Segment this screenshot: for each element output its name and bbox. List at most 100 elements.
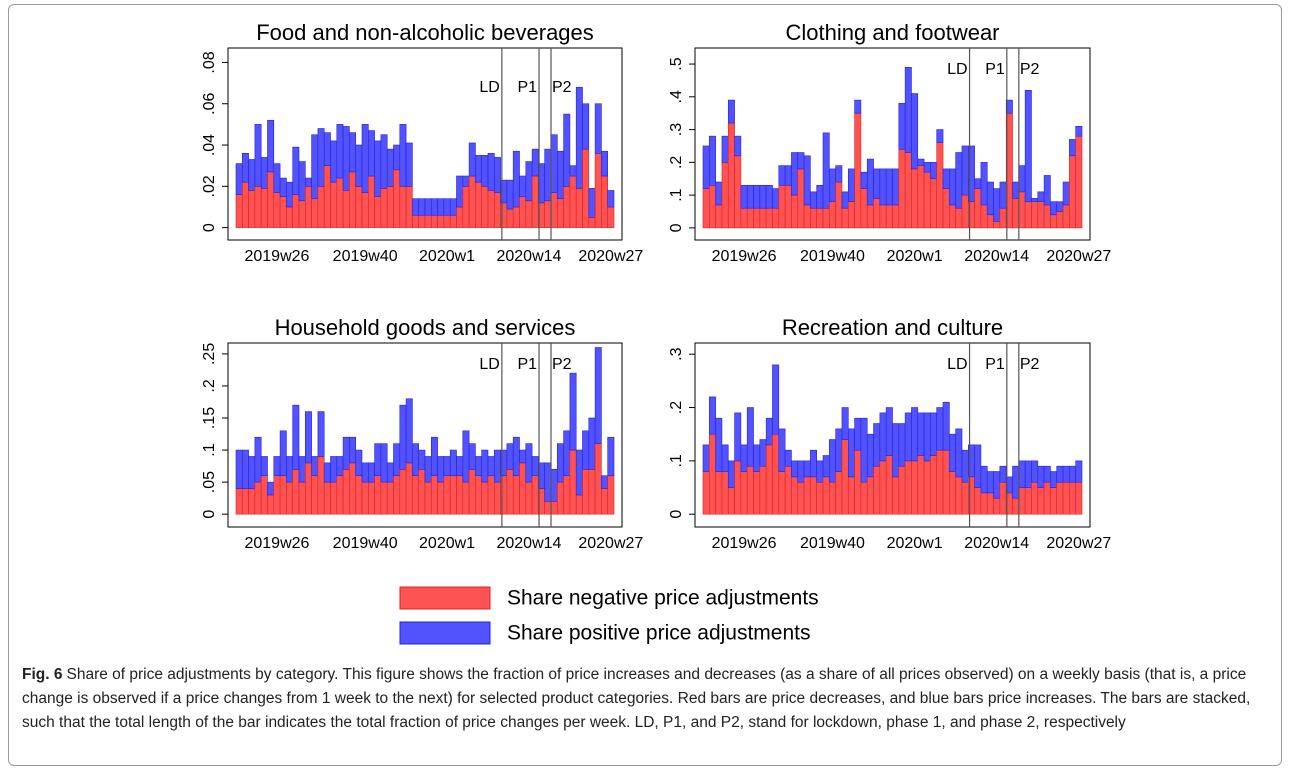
bar-segment — [866, 158, 874, 206]
bar-segment — [892, 476, 900, 515]
bar-segment — [980, 492, 988, 515]
plot-frame — [694, 47, 1091, 241]
bar-segment — [430, 475, 438, 515]
bar-segment — [575, 494, 583, 515]
bar-segment — [550, 192, 558, 228]
bar-segment — [1062, 204, 1070, 229]
bar-segment — [778, 471, 786, 515]
bar-segment — [854, 417, 862, 451]
bar-segment — [556, 443, 564, 483]
bar-segment — [594, 443, 602, 515]
bar-segment — [260, 456, 268, 477]
bar-segment — [582, 468, 590, 515]
bar-segment — [759, 439, 767, 467]
bar-segment — [810, 207, 818, 229]
y-tick-label: .02 — [201, 175, 218, 197]
bar-segment — [810, 449, 818, 478]
bar-segment — [765, 417, 773, 446]
bar-segment — [879, 204, 887, 229]
bar-segment — [380, 443, 388, 483]
bar-segment — [317, 186, 325, 228]
bar-segment — [374, 140, 382, 197]
bar-segment — [418, 468, 426, 515]
bar-segment — [481, 155, 489, 187]
event-label: LD — [947, 61, 967, 78]
bar-segment — [475, 181, 482, 228]
bar-segment — [380, 188, 388, 228]
x-tick-label: 2019w26 — [712, 535, 777, 552]
bar-segment — [829, 481, 836, 515]
bar-segment — [242, 152, 249, 183]
event-label: P2 — [1020, 356, 1040, 373]
bar-segment — [1050, 487, 1058, 515]
bar-segment — [267, 481, 275, 496]
event-label: LD — [479, 356, 499, 373]
event-label: P2 — [552, 79, 572, 96]
bar-segment — [430, 436, 438, 477]
bar-segment — [355, 186, 363, 228]
y-tick-label: .2 — [201, 379, 218, 392]
bar-segment — [462, 175, 470, 187]
bar-segment — [260, 475, 268, 515]
bar-segment — [367, 481, 375, 515]
bar-segment — [525, 481, 533, 515]
x-tick-label: 2020w1 — [419, 535, 475, 552]
bar-segment — [873, 168, 881, 199]
bar-segment — [304, 177, 312, 187]
bar-segment — [967, 145, 975, 202]
x-tick-label: 2020w27 — [578, 248, 643, 265]
bar-segment — [279, 177, 287, 197]
bar-segment — [816, 460, 824, 483]
bar-segment — [797, 481, 805, 515]
bar-segment — [456, 475, 464, 515]
bar-segment — [267, 171, 275, 228]
bar-segment — [993, 471, 1001, 499]
bar-segment — [702, 471, 710, 515]
chart-title: Clothing and footwear — [785, 20, 999, 45]
bar-segment — [1050, 214, 1058, 229]
bar-segment — [424, 481, 432, 515]
bar-segment — [1043, 175, 1051, 206]
bar-segment — [803, 155, 811, 206]
bar-segment — [746, 184, 754, 209]
bar-segment — [550, 501, 558, 515]
bar-segment — [273, 456, 281, 477]
bar-segment — [746, 407, 754, 467]
bar-segment — [961, 481, 969, 515]
event-label: P2 — [552, 356, 572, 373]
bar-segment — [734, 135, 742, 157]
bar-segment — [721, 135, 729, 163]
bar-segment — [569, 449, 577, 515]
bar-segment — [1018, 460, 1026, 488]
x-tick-label: 2020w14 — [964, 535, 1029, 552]
bar-segment — [449, 475, 457, 515]
bar-segment — [248, 488, 256, 515]
bar-segment — [323, 132, 331, 166]
bar-segment — [721, 444, 729, 472]
x-tick-label: 2019w26 — [244, 248, 309, 265]
bar-segment — [607, 190, 615, 208]
bar-segment — [405, 186, 413, 228]
bar-segment — [292, 194, 300, 228]
x-tick-label: 2020w1 — [887, 535, 943, 552]
bar-segment — [930, 162, 938, 180]
bar-segment — [342, 126, 350, 191]
bar-segment — [260, 157, 268, 189]
bar-segment — [772, 207, 780, 229]
bar-segment — [753, 444, 761, 472]
bar-segment — [349, 462, 356, 515]
bar-segment — [512, 206, 520, 228]
bar-segment — [323, 462, 331, 483]
bar-segment — [1024, 460, 1032, 488]
bar-segment — [487, 456, 495, 477]
bar-segment — [822, 455, 830, 478]
bar-segment — [873, 423, 881, 467]
bar-segment — [594, 103, 602, 154]
chart-title: Food and non-alcoholic beverages — [256, 20, 594, 45]
bar-segment — [298, 456, 306, 483]
bar-segment — [1037, 487, 1045, 515]
bar-segment — [468, 175, 476, 228]
y-tick-label: 0 — [201, 510, 218, 519]
bar-segment — [847, 428, 855, 478]
y-tick-label: .4 — [668, 90, 685, 103]
